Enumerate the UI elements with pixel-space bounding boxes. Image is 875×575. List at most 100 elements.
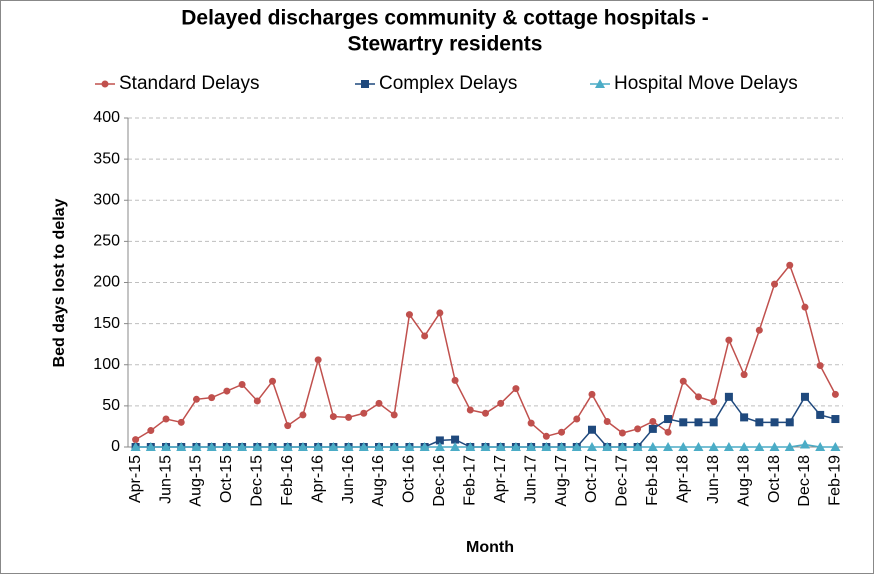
- x-tick-label: Aug-18: [735, 455, 752, 507]
- marker: [130, 442, 141, 451]
- x-tick-label: Dec-16: [431, 455, 448, 507]
- marker: [208, 394, 216, 402]
- x-tick-label: Oct-15: [218, 455, 235, 503]
- x-tick-label: Jun-18: [705, 455, 722, 504]
- marker: [632, 442, 643, 451]
- marker: [710, 398, 718, 406]
- marker: [618, 429, 626, 437]
- marker: [314, 356, 322, 364]
- x-tick-label: Feb-17: [462, 455, 479, 506]
- legend-marker: [595, 79, 605, 88]
- marker: [740, 371, 748, 379]
- y-tick-label: 150: [93, 315, 120, 332]
- marker: [206, 442, 217, 451]
- marker: [801, 303, 809, 311]
- marker: [345, 413, 353, 421]
- marker: [510, 442, 521, 451]
- marker: [754, 442, 765, 451]
- legend-label: Hospital Move Delays: [614, 73, 798, 94]
- legend-label: Complex Delays: [379, 73, 517, 94]
- marker: [374, 442, 385, 451]
- marker: [663, 442, 674, 451]
- marker: [785, 418, 794, 427]
- y-tick-label: 400: [93, 109, 120, 126]
- x-tick-label: Dec-18: [796, 455, 813, 507]
- marker: [328, 442, 339, 451]
- marker: [435, 436, 444, 445]
- marker: [649, 418, 657, 426]
- marker: [556, 442, 567, 451]
- marker: [679, 377, 687, 385]
- marker: [678, 442, 689, 451]
- marker: [769, 442, 780, 451]
- marker: [799, 439, 810, 449]
- x-tick-label: Apr-17: [492, 455, 509, 503]
- y-axis-title: Bed days lost to delay: [51, 198, 68, 367]
- y-tick-label: 250: [93, 233, 120, 250]
- marker: [693, 442, 704, 451]
- marker: [252, 442, 263, 451]
- legend-marker: [361, 80, 369, 88]
- x-tick-label: Dec-17: [614, 455, 631, 507]
- marker: [404, 442, 415, 451]
- marker: [573, 415, 581, 423]
- marker: [390, 411, 398, 419]
- marker: [786, 261, 794, 269]
- marker: [191, 442, 202, 451]
- marker: [405, 311, 413, 319]
- marker: [816, 362, 824, 370]
- marker: [132, 436, 140, 444]
- marker: [297, 442, 308, 451]
- marker: [360, 409, 368, 417]
- marker: [679, 418, 688, 427]
- marker: [694, 418, 703, 427]
- x-tick-label: Oct-18: [766, 455, 783, 503]
- x-tick-label: Feb-16: [279, 455, 296, 506]
- marker: [176, 442, 187, 451]
- marker: [755, 326, 763, 334]
- marker: [664, 428, 672, 436]
- y-tick-label: 300: [93, 191, 120, 208]
- marker: [541, 442, 552, 451]
- marker: [709, 418, 718, 427]
- marker: [223, 387, 231, 395]
- marker: [542, 432, 550, 440]
- marker: [816, 410, 825, 419]
- marker: [482, 409, 489, 417]
- marker: [830, 442, 841, 451]
- marker: [451, 376, 459, 384]
- marker: [436, 309, 444, 317]
- x-tick-label: Oct-17: [583, 455, 600, 503]
- marker: [389, 442, 400, 451]
- x-tick-label: Feb-19: [827, 455, 844, 506]
- marker: [527, 419, 535, 427]
- marker: [465, 442, 476, 451]
- chart-title: Delayed discharges community & cottage h…: [181, 7, 708, 30]
- marker: [161, 442, 172, 451]
- x-tick-label: Dec-15: [249, 455, 266, 507]
- marker: [647, 442, 658, 451]
- x-tick-label: Oct-16: [401, 455, 418, 503]
- y-tick-label: 350: [93, 150, 120, 167]
- marker: [664, 415, 673, 424]
- marker: [375, 399, 383, 407]
- marker: [421, 332, 429, 340]
- marker: [313, 442, 324, 451]
- x-tick-label: Apr-16: [309, 455, 326, 503]
- marker: [512, 385, 520, 393]
- x-tick-label: Jun-17: [522, 455, 539, 504]
- marker: [784, 442, 795, 451]
- legend-marker: [101, 80, 109, 88]
- marker: [480, 442, 491, 451]
- legend-label: Standard Delays: [119, 73, 259, 94]
- marker: [284, 422, 292, 430]
- x-tick-label: Aug-15: [188, 455, 205, 507]
- x-tick-label: Jun-16: [340, 455, 357, 504]
- marker: [466, 406, 474, 414]
- x-tick-label: Aug-17: [553, 455, 570, 507]
- marker: [739, 442, 750, 451]
- y-tick-label: 100: [93, 356, 120, 373]
- marker: [648, 424, 657, 433]
